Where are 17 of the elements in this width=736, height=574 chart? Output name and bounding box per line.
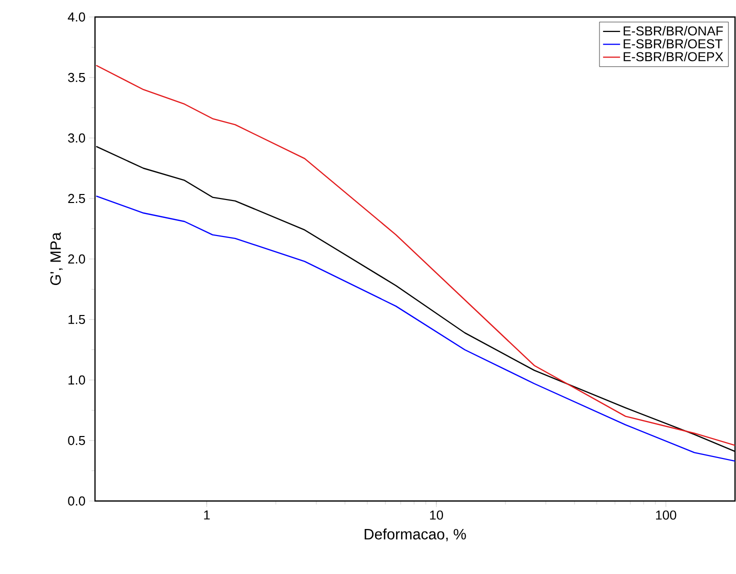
legend-label: E-SBR/BR/OEPX	[624, 52, 724, 62]
y-tick-label: 1.5	[68, 314, 86, 324]
y-tick-label: 3.0	[68, 133, 86, 143]
legend-label: E-SBR/BR/ONAF	[624, 26, 723, 36]
y-tick-label: 0.5	[68, 436, 86, 446]
x-tick-label: 100	[656, 510, 676, 520]
x-tick-label: 10	[430, 510, 444, 520]
x-tick-label: 1	[204, 510, 210, 520]
legend-label: E-SBR/BR/OEST	[624, 38, 722, 48]
y-tick-label: 4.0	[68, 12, 86, 22]
y-tick-label: 3.5	[68, 72, 86, 82]
y-tick-label: 2.5	[68, 194, 86, 204]
y-axis-title: G', MPa	[50, 232, 63, 286]
x-axis-title: Deformacao, %	[364, 528, 466, 542]
y-tick-label: 0.0	[68, 496, 86, 506]
y-tick-label: 1.0	[68, 375, 86, 385]
y-tick-label: 2.0	[68, 254, 86, 264]
